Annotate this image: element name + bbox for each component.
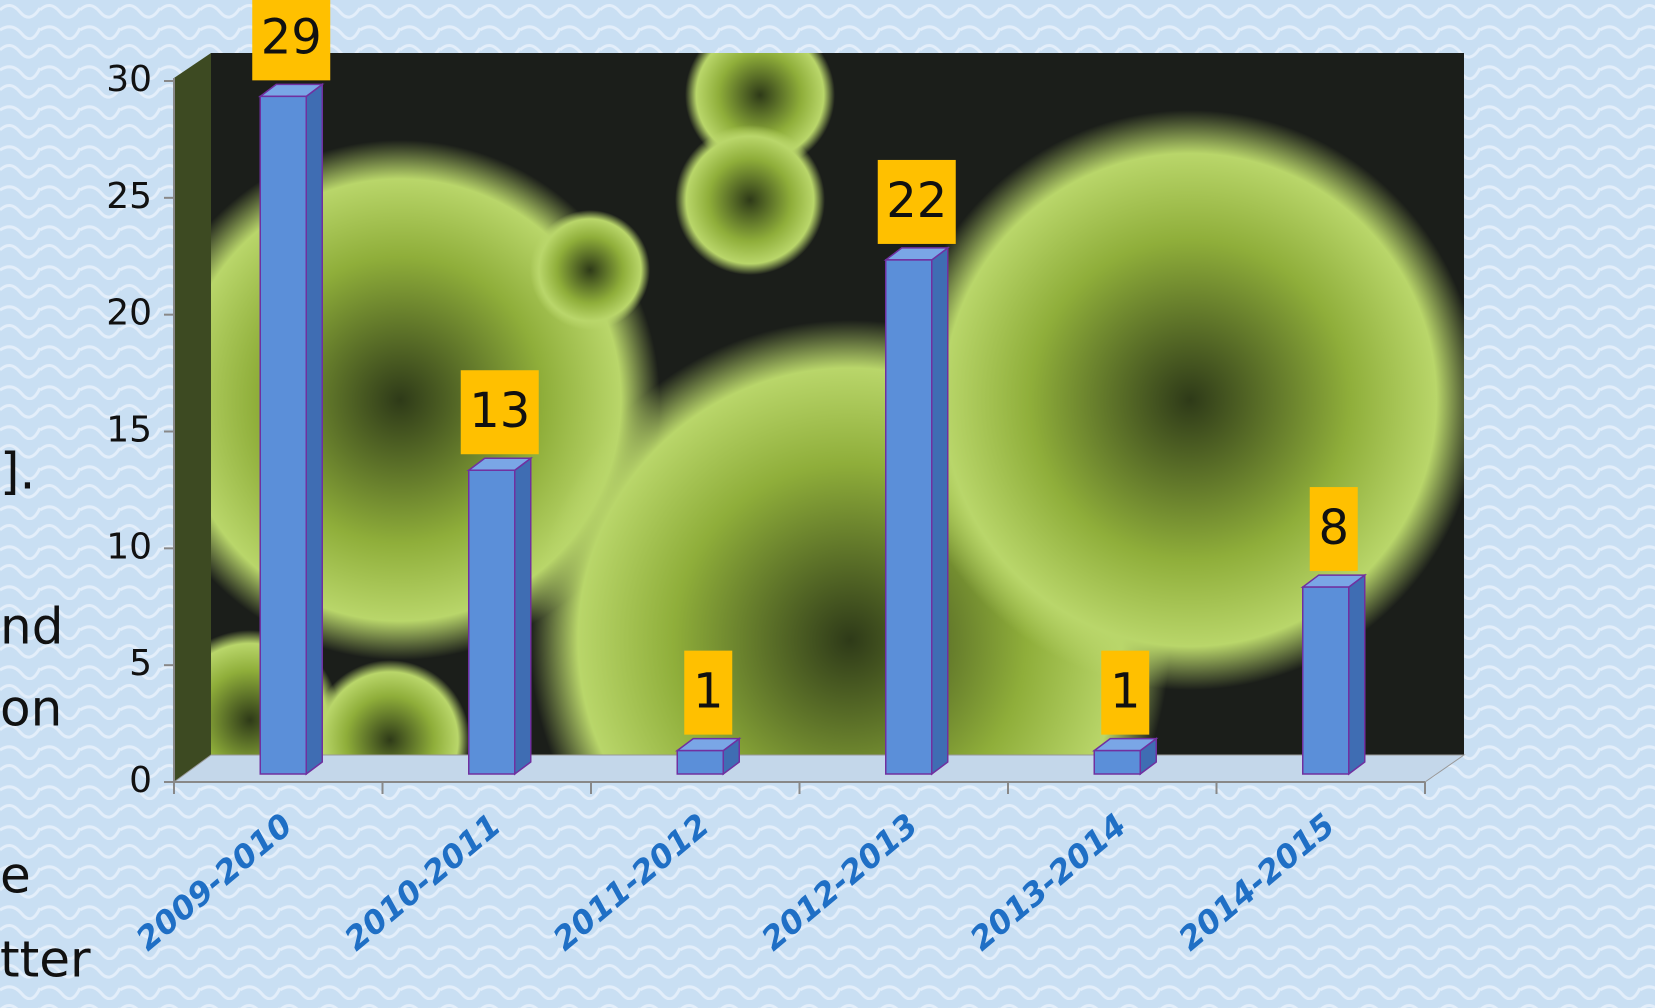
y-tick-label: 5 [129, 643, 152, 684]
bar-side [305, 82, 323, 776]
back-wall [172, 53, 1466, 783]
data-label-box [684, 650, 733, 735]
bar [468, 469, 516, 775]
data-label: 22 [886, 173, 947, 229]
y-tick-label: 25 [106, 176, 152, 217]
side-text-fragment: ]. [0, 443, 35, 501]
data-label-box [252, 0, 331, 81]
bar [885, 259, 933, 775]
bar-group: 29 [252, 0, 331, 776]
bar [1302, 586, 1350, 775]
data-label: 1 [1110, 664, 1141, 720]
data-label: 29 [261, 9, 322, 65]
bar-group: 1 [1092, 650, 1159, 776]
bar-group: 1 [675, 650, 742, 776]
side-text-fragment: nd [0, 598, 63, 656]
data-label-box [1309, 487, 1358, 572]
side-text: ]. nd on e tter [0, 443, 91, 989]
data-label-box [1101, 650, 1150, 735]
data-label-box [877, 159, 956, 244]
side-text-fragment: on [0, 680, 62, 738]
y-tick-label: 10 [106, 526, 152, 567]
bar-side [931, 246, 949, 776]
y-tick-label: 15 [106, 410, 152, 451]
data-label: 1 [693, 664, 724, 720]
bar [676, 749, 724, 775]
data-label-box [460, 370, 539, 455]
data-label: 8 [1318, 500, 1349, 556]
data-label: 13 [469, 383, 530, 439]
y-tick-label: 0 [129, 760, 152, 801]
y-tick-label: 30 [106, 59, 152, 100]
bar-group: 8 [1300, 487, 1367, 776]
bar [259, 95, 307, 775]
bar-group: 13 [460, 370, 539, 776]
bar [1093, 749, 1141, 775]
bar-group: 22 [877, 159, 956, 776]
side-text-fragment: tter [0, 931, 91, 989]
side-text-fragment: e [0, 847, 31, 905]
y-tick-label: 20 [106, 293, 152, 334]
bar-side [514, 456, 532, 776]
bar-side [1348, 573, 1366, 776]
